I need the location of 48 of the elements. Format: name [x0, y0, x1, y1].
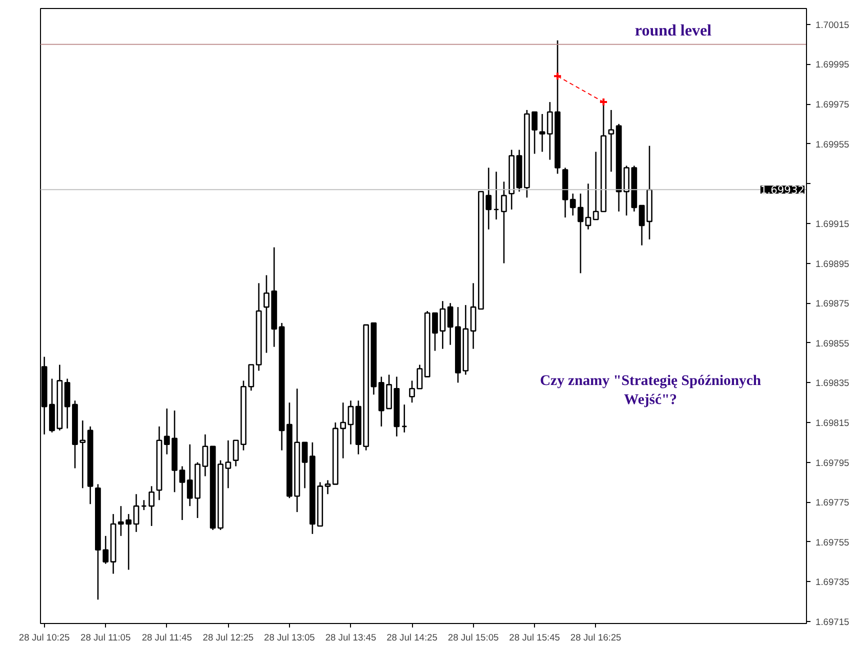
- x-tick-label: 28 Jul 12:25: [202, 632, 254, 642]
- y-tick-label: 1.69995: [816, 60, 850, 70]
- candlestick: [409, 380, 415, 404]
- x-tick-label: 28 Jul 13:05: [264, 632, 315, 642]
- y-tick-label: 1.69775: [816, 498, 850, 508]
- candlestick: [324, 480, 331, 495]
- candlestick: [401, 404, 408, 434]
- candlestick: [133, 493, 140, 533]
- x-tick-label: 28 Jul 11:05: [80, 632, 131, 642]
- y-tick-label: 1.69895: [816, 258, 850, 269]
- candlestick: [416, 364, 423, 390]
- y-tick-label: 1.70015: [816, 20, 850, 30]
- y-tick-label: 1.69815: [816, 418, 850, 428]
- x-tick-label: 28 Jul 11:45: [142, 632, 192, 642]
- x-tick-label: 28 Jul 15:05: [448, 632, 499, 642]
- x-tick-label: 28 Jul 13:45: [325, 632, 376, 642]
- candlestick: [148, 486, 155, 527]
- candlestick: [470, 282, 476, 350]
- y-tick-label: 1.69715: [816, 617, 850, 628]
- ref-line-label: round level: [634, 22, 712, 40]
- x-tick-label: 28 Jul 15:45: [509, 632, 560, 642]
- y-tick-label: 1.69975: [816, 100, 850, 110]
- candlestick: [302, 442, 308, 489]
- candlestick: [140, 499, 147, 511]
- y-tick-label: 1.69755: [816, 537, 850, 548]
- candlestick: [608, 109, 614, 172]
- candlestick: [539, 113, 546, 152]
- candlestick: [348, 400, 354, 446]
- y-tick-label: 1.69875: [816, 298, 850, 309]
- candlestick: [248, 364, 254, 392]
- x-tick-label: 28 Jul 10:25: [18, 632, 70, 642]
- candlestick: [102, 535, 109, 564]
- x-tick-label: 28 Jul 16:25: [570, 632, 622, 642]
- x-tick-label: 28 Jul 14:25: [386, 632, 438, 642]
- y-tick-label: 1.69915: [816, 218, 850, 229]
- y-tick-label: 1.69735: [816, 577, 850, 588]
- y-tick-label: 1.69855: [816, 338, 850, 348]
- y-tick-label: 1.69835: [816, 378, 850, 388]
- candlestick: [500, 181, 507, 264]
- candlestick: [570, 192, 576, 216]
- y-tick-label: 1.69795: [816, 458, 850, 468]
- candlestick: [592, 151, 599, 220]
- candlestick: [493, 171, 500, 220]
- candlestick: [179, 466, 186, 521]
- y-tick-label: 1.69955: [816, 139, 850, 150]
- ref-line-label: 1.69932: [760, 184, 805, 197]
- annotation: Czy znamy "Strategię Spóźnionych Wejść"?: [540, 372, 762, 408]
- candlestick: [340, 402, 346, 459]
